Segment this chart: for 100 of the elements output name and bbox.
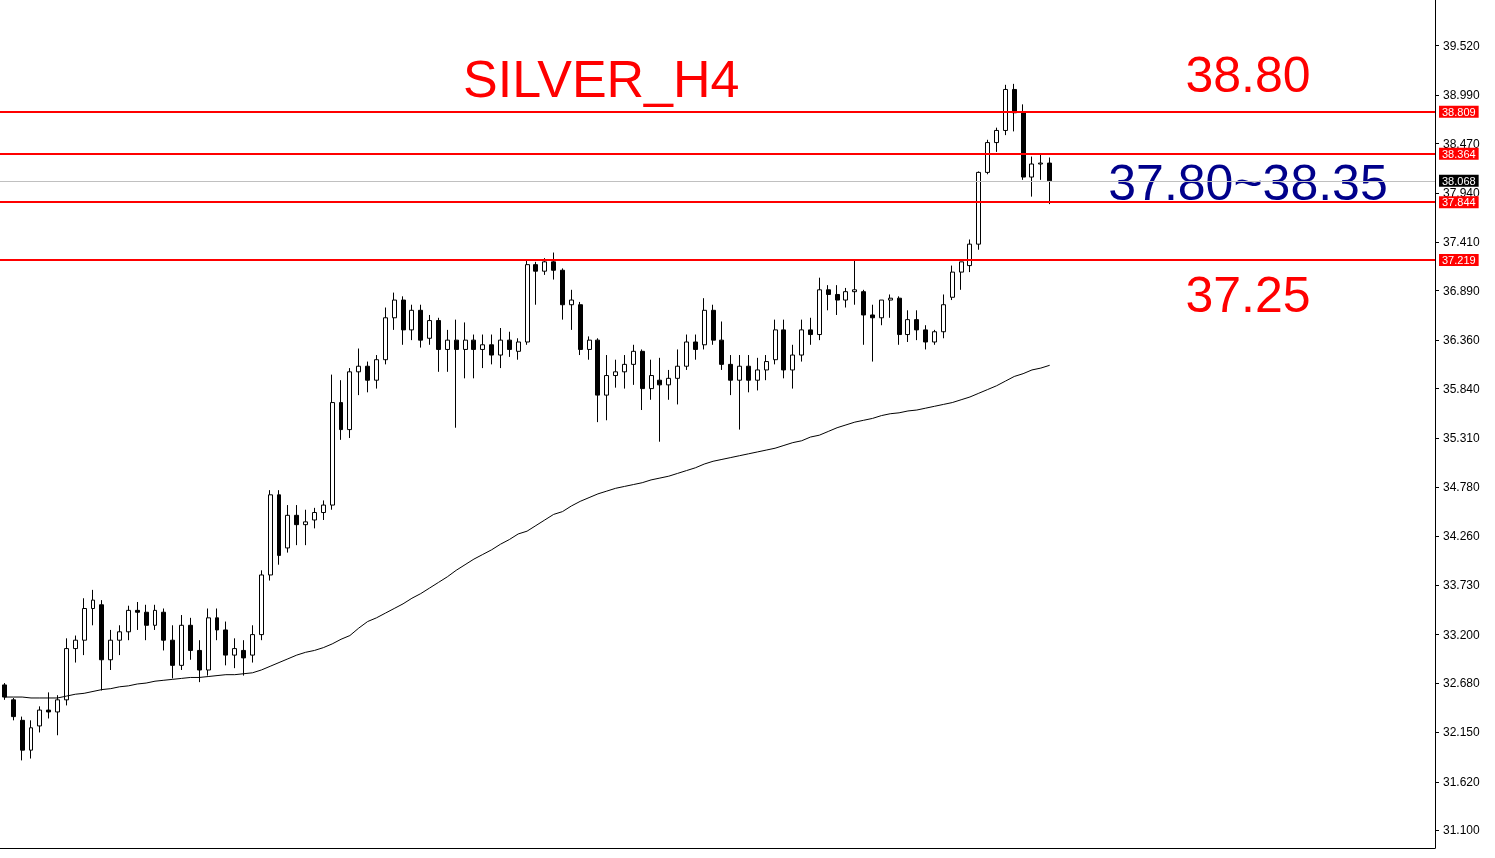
candlestick (817, 277, 822, 341)
candlestick (507, 331, 512, 358)
candlestick (587, 335, 592, 361)
annotation: 37.25 (1185, 267, 1311, 323)
candlestick (215, 608, 219, 641)
y-tick-label: 36.890 (1443, 283, 1481, 298)
candlestick (719, 320, 724, 371)
candlestick (808, 317, 813, 346)
candlestick (161, 608, 166, 651)
candlestick (285, 504, 290, 554)
candlestick (649, 359, 654, 401)
candlestick (905, 309, 910, 343)
candlestick (489, 334, 494, 365)
candlestick (321, 499, 326, 521)
candlestick (826, 284, 831, 311)
candlestick (781, 319, 786, 379)
y-tick-label: 34.260 (1443, 528, 1481, 543)
candlestick (888, 293, 893, 319)
candlestick (693, 334, 698, 361)
candlestick (259, 569, 264, 641)
candlestick (135, 601, 140, 631)
candlestick (702, 297, 707, 350)
candlestick (471, 334, 476, 379)
candlestick (1038, 154, 1043, 181)
ref-line-label: 38.809 (1442, 105, 1476, 118)
candlestick (268, 489, 273, 582)
candlestick (835, 284, 840, 316)
candlestick (445, 329, 450, 373)
y-tick-label: 31.620 (1443, 774, 1481, 789)
candlestick (790, 344, 795, 390)
candlestick (755, 357, 760, 391)
candlestick (773, 319, 778, 365)
candlestick (516, 337, 521, 361)
candlestick (525, 259, 530, 346)
candlestick (241, 639, 246, 677)
y-tick-label: 35.310 (1443, 430, 1481, 445)
annotation: 37.80~38.35 (1108, 155, 1388, 211)
candlestick (852, 259, 857, 306)
candlestick (117, 624, 122, 656)
candlestick (436, 317, 441, 373)
candlestick (843, 287, 848, 309)
candlestick (392, 292, 397, 331)
candlestick (330, 374, 335, 511)
candlestick (277, 489, 281, 566)
candlestick (640, 348, 645, 411)
y-tick-label: 38.990 (1443, 88, 1481, 103)
candlestick (401, 295, 406, 346)
candlestick (232, 637, 237, 669)
candlestick (914, 309, 919, 341)
candlestick (560, 267, 565, 321)
candlestick (383, 307, 388, 365)
candlestick (657, 357, 662, 443)
candlestick (126, 605, 131, 641)
candlestick (409, 304, 414, 341)
candlestick (179, 614, 184, 671)
candlestick (542, 257, 547, 276)
y-tick-label: 33.730 (1443, 578, 1481, 593)
y-tick-label: 34.780 (1443, 480, 1481, 495)
candlestick (950, 265, 955, 301)
candlestick (37, 705, 42, 733)
candlestick (29, 719, 33, 760)
candlestick (1003, 84, 1008, 136)
candlestick (711, 304, 716, 346)
candlestick (613, 359, 618, 389)
candlestick (684, 334, 689, 371)
candlestick (870, 304, 875, 363)
candlestick (746, 354, 751, 393)
candlestick (595, 337, 600, 423)
y-tick-label: 32.680 (1443, 676, 1481, 691)
candlestick (967, 238, 972, 273)
candlestick (454, 319, 459, 429)
y-tick-label: 35.840 (1443, 381, 1481, 396)
candlestick (1021, 103, 1026, 181)
y-tick-label: 39.520 (1443, 38, 1481, 53)
candlestick (303, 509, 308, 546)
candlestick (1029, 156, 1034, 198)
y-tick-label: 36.360 (1443, 333, 1481, 348)
candlestick (604, 354, 609, 421)
ref-line-label: 37.844 (1442, 196, 1476, 209)
candlestick (294, 504, 299, 546)
candlestick (312, 507, 317, 529)
candlestick (578, 301, 583, 356)
candlestick (73, 635, 78, 664)
candlestick (799, 319, 804, 363)
y-tick-label: 31.100 (1443, 823, 1481, 838)
candlestick (144, 604, 149, 641)
candlestick (170, 624, 175, 679)
candlestick (1047, 156, 1052, 205)
candlestick (250, 624, 255, 664)
ref-line-label: 38.068 (1442, 174, 1476, 187)
candlestick (418, 304, 423, 349)
candlestick (622, 354, 627, 390)
candlestick (153, 604, 157, 631)
candlestick (959, 261, 964, 291)
candlestick (347, 367, 352, 439)
ref-line-label: 38.364 (1442, 147, 1476, 160)
text: SILVER_H4 (463, 50, 740, 108)
candlestick (569, 289, 574, 331)
ref-line-label: 37.219 (1442, 253, 1476, 266)
candlestick (737, 354, 742, 431)
